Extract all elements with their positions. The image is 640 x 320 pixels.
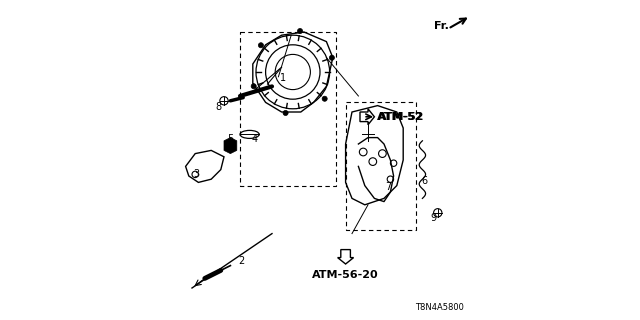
Text: 4: 4: [252, 133, 257, 144]
Circle shape: [298, 28, 303, 34]
Text: ATM-52: ATM-52: [378, 112, 424, 122]
Text: Fr.: Fr.: [434, 20, 449, 31]
Text: ATM-52: ATM-52: [377, 112, 424, 122]
Text: 9: 9: [430, 212, 436, 223]
Text: ATM-56-20: ATM-56-20: [312, 270, 379, 280]
Text: 1: 1: [280, 73, 286, 84]
Text: 8: 8: [215, 101, 221, 112]
Circle shape: [330, 55, 335, 60]
Polygon shape: [224, 138, 237, 154]
Circle shape: [283, 110, 288, 116]
Circle shape: [322, 96, 327, 101]
Text: 2: 2: [239, 256, 244, 266]
Circle shape: [259, 43, 264, 48]
Text: 3: 3: [194, 169, 200, 180]
Text: T8N4A5800: T8N4A5800: [415, 303, 464, 312]
Circle shape: [251, 84, 256, 89]
Text: 7: 7: [386, 182, 392, 192]
Text: 5: 5: [227, 134, 234, 144]
Text: 6: 6: [421, 176, 427, 186]
